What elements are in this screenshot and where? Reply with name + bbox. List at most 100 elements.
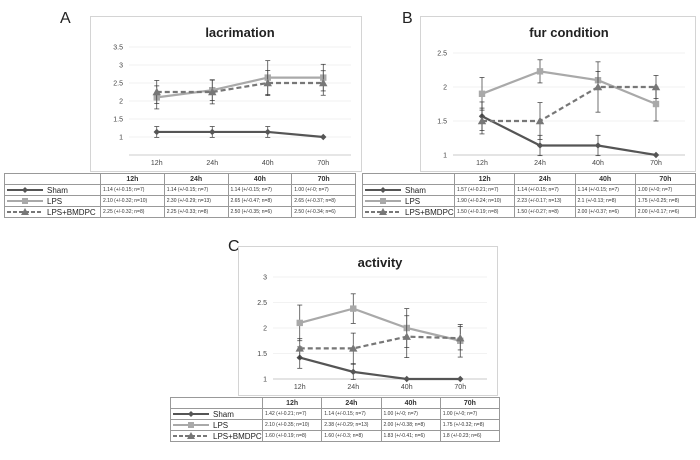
table-row: Sham 1.42 (+/-0.21; n=7) 1.14 (+/-0.15; n=… [170,408,501,420]
data-point [456,334,465,342]
table-cell: 1.75 (+/-0.25; n=8) [634,195,697,207]
table-header-cell: 40h [227,173,293,185]
table-cell: 1.00 (+/-0; n=7) [634,184,697,196]
data-point [403,375,410,383]
data-point [535,116,545,125]
table-row: LPS 1.90 (+/-0.24; n=10) 2.23 (+/-0.17; n=… [362,195,697,207]
data-point [319,78,328,87]
y-tick-label: 3.5 [113,45,123,52]
x-tick-label: 12h [151,160,163,167]
data-point [263,78,272,87]
data-point [208,87,217,96]
data-point [477,116,487,125]
table-header-cell: 24h [163,173,229,185]
legend-cell: Sham [362,184,455,196]
data-table: 12h 24h 40h 70h Sham 1.42 (+/-0.21; n=7) 1.14 … [170,397,501,442]
chart-title: lacrimation [205,25,274,40]
x-tick-label: 40h [262,160,274,167]
x-tick-label: 70h [650,160,662,167]
table-cell: 1.83 (+/-0.41; n=6) [380,430,441,442]
legend-marker [380,187,386,193]
legend-label: LPS+BMDPC [405,207,454,217]
table-row: LPS 2.10 (+/-0.35; n=10) 2.38 (+/-0.29; n=… [170,419,501,431]
series-sham [478,101,660,159]
chart-svg: activity 1 1.5 2 2.5 3 12h 24h 40h 70h [257,255,487,391]
legend-swatch [7,208,43,215]
data-point [652,151,660,159]
legend-swatch [173,432,209,439]
table-header-cell: 70h [439,397,501,409]
table-header-cell: 12h [261,397,323,409]
legend-marker [187,432,195,439]
panel-letter: C [228,238,240,255]
series-line [481,115,657,157]
table-header-cell: 70h [634,173,697,185]
table-cell: 1.00 (+/-0; n=7) [380,408,441,420]
table-row: LPS+BMDPC 2.25 (+/-0.32; n=8) 2.25 (+/-0.3… [4,206,356,218]
data-table: 12h 24h 40h 70h Sham 1.57 (+/-0.21; n=7) 1.14 … [362,173,697,218]
legend-cell: Sham [4,184,101,196]
legend-cell: Sham [170,408,263,420]
x-tick-label: 12h [476,160,488,167]
data-point [457,375,464,383]
legend-swatch [7,187,43,193]
table-cell: 2.10 (+/-0.32; n=10) [100,195,165,207]
table-header-row: 12h 24h 40h 70h [4,173,356,185]
legend-marker [21,208,29,215]
series-line [481,70,657,106]
table-row: LPS+BMDPC 1.60 (+/-0.19; n=8) 1.60 (+/-0.3… [170,430,501,442]
series-line [482,85,656,123]
data-point [350,368,357,376]
series-line [299,335,461,350]
x-tick-label: 40h [592,160,604,167]
series-lps-bmdpc [152,70,328,105]
chart-title: activity [358,255,404,270]
legend-label: LPS [47,196,63,206]
series-lps [478,59,660,122]
x-tick-label: 12h [294,384,306,391]
table-cell: 1.60 (+/-0.19; n=8) [261,430,323,442]
x-tick-label: 24h [534,160,546,167]
table-header-row: 12h 24h 40h 70h [362,173,697,185]
table-cell: 2.00 (+/-0.17; n=6) [634,206,697,218]
data-point [153,128,160,136]
legend-cell: LPS [362,195,455,207]
y-tick-label: 1.5 [437,119,447,126]
chart-svg: fur condition 1 1.5 2 2.5 12h 24h 40h 70h [437,25,685,167]
table-corner [170,397,263,409]
y-tick-label: 1 [263,377,267,384]
panel-letter: A [60,10,71,27]
y-tick-label: 2.5 [113,81,123,88]
legend-label: LPS+BMDPC [213,431,262,441]
legend-marker [188,422,194,428]
legend-swatch [173,411,209,417]
data-point [296,319,303,327]
table-cell: 2.00 (+/-0.37; n=6) [574,206,636,218]
x-tick-label: 40h [401,384,413,391]
data-point [478,90,486,97]
x-tick-label: 70h [317,160,329,167]
legend-cell: LPS+BMDPC [4,206,101,218]
data-point [651,82,661,91]
table-cell: 1.14 (+/-0.15; n=7) [227,184,293,196]
y-tick-label: 1 [443,153,447,160]
series-lps [153,60,327,110]
x-tick-label: 70h [454,384,466,391]
table-row: LPS 2.10 (+/-0.32; n=10) 2.30 (+/-0.29; n=… [4,195,356,207]
table-cell: 2.25 (+/-0.32; n=8) [100,206,165,218]
y-tick-label: 2 [263,326,267,333]
y-tick-label: 1 [119,135,123,142]
y-tick-label: 1.5 [257,351,267,358]
data-point [152,87,161,96]
table-cell: 1.14 (+/-0.15; n=7) [574,184,636,196]
series-lps [296,293,464,358]
legend-swatch [7,198,43,204]
data-point [295,344,304,352]
table-corner [362,173,455,185]
table-cell: 1.00 (+/-0; n=7) [291,184,356,196]
series-lps-bmdpc [477,61,661,140]
data-point [349,344,358,352]
y-tick-label: 2 [119,99,123,106]
legend-cell: LPS+BMDPC [170,430,263,442]
table-cell: 2.50 (+/-0.35; n=6) [227,206,293,218]
